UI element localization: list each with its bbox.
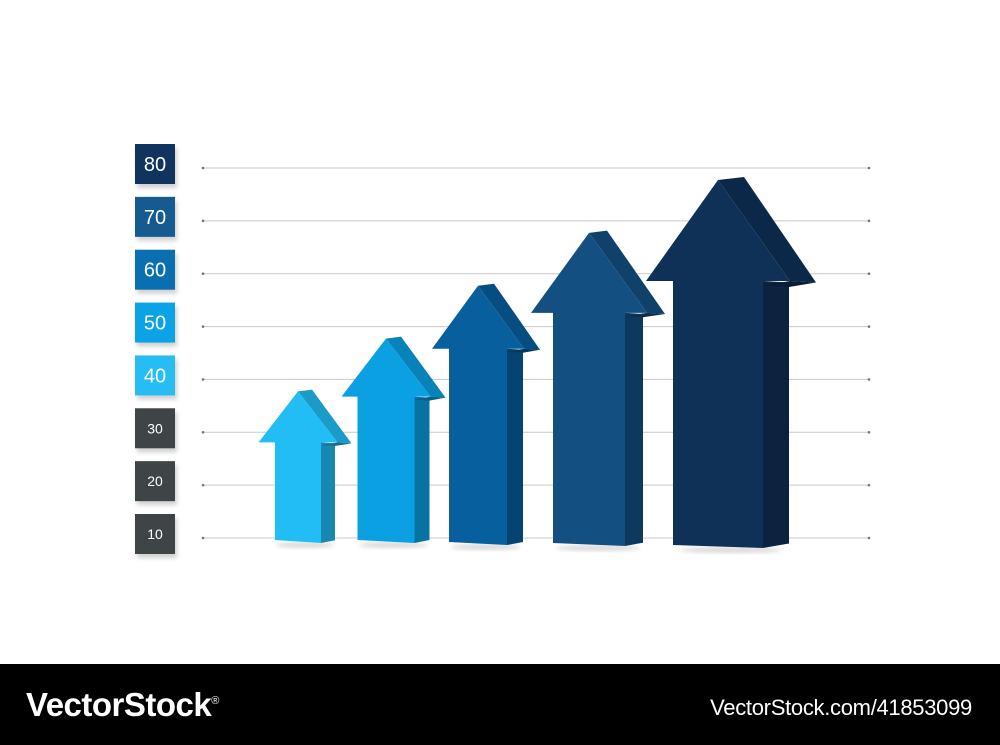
gridline-end-dot (867, 483, 871, 487)
gridline-end-dot (867, 219, 871, 223)
tick-label: 40 (144, 365, 166, 387)
gridline-end-dot (867, 325, 871, 328)
arrow-stem-side (507, 348, 523, 545)
arrow-shadow (359, 542, 428, 548)
arrow-head-underside (414, 396, 446, 401)
tick-box (135, 302, 175, 343)
arrow-bars (258, 177, 816, 553)
gridline-end-dot (867, 430, 871, 434)
tick-box (135, 355, 175, 396)
tick-label: 30 (147, 420, 163, 436)
arrow-stem-side (763, 281, 789, 548)
arrow-shadow (556, 545, 640, 551)
arrow-bar (258, 389, 352, 548)
tick-box (135, 514, 175, 554)
tick-label: 80 (144, 154, 166, 176)
tick-box (135, 196, 175, 237)
tick-label: 50 (144, 313, 166, 335)
arrow-head-underside (507, 348, 540, 353)
arrow-front (258, 391, 338, 543)
vectorstock-logo: VectorStock® (26, 686, 219, 723)
gridline-start-dot (201, 483, 205, 487)
arrow-head-bevel (718, 177, 816, 283)
gridline-start-dot (201, 430, 205, 434)
tick-box (135, 144, 175, 184)
arrow-shadow (276, 542, 334, 548)
tick-box (135, 408, 175, 449)
gridline-end-dot (867, 378, 871, 381)
arrow-head-underside (321, 442, 352, 447)
arrow-head-bevel (298, 389, 352, 444)
arrow-stem-side (625, 312, 643, 546)
tick-label: 70 (144, 207, 166, 229)
arrow-bar-chart: 10 20 30 40 50 60 70 80 (135, 144, 871, 558)
tick-box (135, 249, 175, 290)
arrow-head-bevel (478, 283, 540, 350)
arrow-front (646, 180, 790, 548)
gridline-end-dot (867, 272, 871, 276)
gridline-end-dot (867, 536, 871, 540)
tick-label: 60 (144, 260, 166, 282)
tick-label: 20 (147, 473, 163, 489)
gridline-start-dot (201, 378, 205, 381)
arrow-front (341, 338, 431, 543)
watermark-footer: VectorStock® VectorStock.com/41853099 (0, 664, 1000, 745)
gridline-start-dot (201, 536, 205, 540)
arrow-head-underside (763, 281, 816, 287)
image-id: VectorStock.com/41853099 (710, 695, 972, 720)
arrow-bar (646, 177, 816, 553)
arrow-head-bevel (386, 336, 446, 398)
gridline-end-dot (867, 166, 871, 170)
arrow-stem-side (414, 396, 430, 543)
arrow-front (432, 285, 524, 545)
arrow-shadow (680, 547, 782, 553)
gridline-start-dot (201, 272, 205, 276)
arrow-stem-side (321, 442, 335, 543)
tick-label: 10 (147, 526, 163, 542)
y-axis-labels: 10 20 30 40 50 60 70 80 (135, 144, 177, 558)
arrow-front (531, 232, 647, 546)
arrow-bar (432, 283, 540, 550)
arrow-shadow (451, 544, 521, 550)
arrow-head-bevel (589, 230, 665, 314)
gridline-start-dot (201, 325, 205, 328)
arrow-bar (341, 336, 446, 548)
tick-box (135, 461, 175, 502)
gridline-start-dot (201, 219, 205, 223)
gridline-start-dot (201, 166, 205, 170)
arrow-head-underside (625, 312, 665, 318)
arrow-bar (531, 230, 665, 551)
